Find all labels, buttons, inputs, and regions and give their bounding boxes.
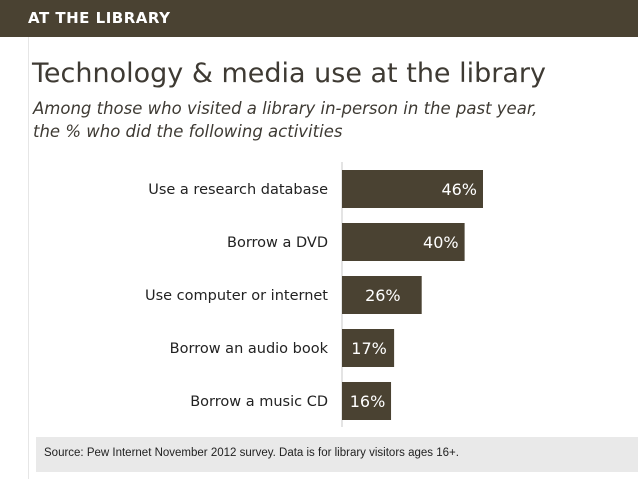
category-label: Borrow a music CD [190, 394, 328, 410]
subtitle-line-2: the % who did the following activities [33, 122, 343, 141]
chart-title: Technology & media use at the library [32, 58, 546, 89]
data-label: 26% [365, 286, 401, 305]
bar [342, 223, 465, 261]
bar [342, 276, 422, 314]
data-label: 46% [441, 180, 477, 199]
slide-frame [28, 37, 638, 479]
data-label: 40% [423, 233, 459, 252]
category-label: Borrow a DVD [227, 235, 328, 251]
bar [342, 382, 392, 420]
section-label: AT THE LIBRARY [28, 9, 171, 27]
category-label: Use computer or internet [145, 288, 328, 304]
data-label: 17% [351, 339, 387, 358]
data-label: 16% [350, 392, 386, 411]
source-footer: Source: Pew Internet November 2012 surve… [36, 437, 638, 472]
category-label: Borrow an audio book [170, 341, 329, 357]
header-bar: AT THE LIBRARY [0, 0, 638, 37]
bar [342, 170, 483, 208]
bar [342, 329, 395, 367]
chart-subtitle: Among those who visited a library in-per… [33, 97, 613, 143]
source-note: Source: Pew Internet November 2012 surve… [44, 447, 459, 459]
category-label: Use a research database [148, 182, 328, 198]
subtitle-line-1: Among those who visited a library in-per… [33, 99, 538, 118]
